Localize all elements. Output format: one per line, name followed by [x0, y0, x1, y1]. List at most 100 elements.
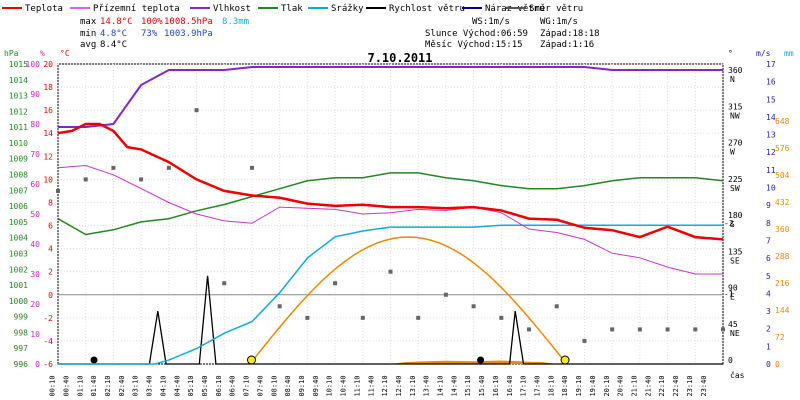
y-tick-mm: 360 — [775, 225, 790, 234]
y-tick-dir-deg: 180 — [728, 211, 743, 220]
unit-deg: ° — [728, 49, 733, 58]
info-block: WS:1m/s WG:1m/s Slunce Východ:06:59 Zápa… — [425, 17, 600, 50]
y-tick-mm: 0 — [775, 360, 780, 369]
y-tick-temp: 10 — [43, 175, 53, 184]
y-tick-hpa: 1000 — [9, 297, 28, 306]
y-tick-dir-name: E — [730, 293, 735, 302]
y-tick-pct: 50 — [30, 210, 40, 219]
y-tick-dir-deg: 45 — [728, 320, 738, 329]
info-sun-rise: Slunce Východ:06:59 — [425, 29, 528, 39]
axes-layer: 20181614121086420-2-4-610090807060504030… — [4, 49, 794, 397]
stat-max-hum: 100% — [141, 17, 163, 27]
wind-dir-point — [388, 269, 393, 274]
y-tick-temp: 4 — [48, 245, 53, 254]
y-tick-hpa: 996 — [14, 360, 29, 369]
unit-time: čas — [730, 370, 745, 380]
sun-curve — [250, 236, 566, 363]
info-moon-rise: Měsíc Východ:15:15 — [425, 40, 523, 50]
y-tick-ms: 7 — [766, 236, 771, 245]
x-tick: 05:40 — [201, 375, 209, 396]
legend-tlak: Tlak — [281, 4, 303, 14]
y-tick-temp: -2 — [43, 314, 53, 323]
y-tick-ms: 1 — [766, 342, 771, 351]
y-tick-hpa: 1002 — [9, 265, 28, 274]
y-tick-temp: 12 — [43, 152, 53, 161]
wind-dir-point — [139, 177, 144, 182]
y-tick-pct: 60 — [30, 180, 40, 189]
legend-teplota: Teplota — [25, 4, 63, 14]
stat-min-label: min — [80, 29, 96, 39]
y-tick-hpa: 997 — [14, 344, 29, 353]
x-tick: 09:10 — [298, 375, 306, 396]
y-tick-temp: -6 — [43, 360, 53, 369]
x-tick: 02:10 — [104, 375, 112, 396]
x-tick: 00:40 — [62, 375, 70, 396]
y-tick-pct: 80 — [30, 120, 40, 129]
x-tick: 19:40 — [589, 375, 597, 396]
legend-smer-vetru: Směr větru — [529, 4, 583, 14]
x-tick: 01:10 — [76, 375, 84, 396]
y-tick-hpa: 1005 — [9, 218, 28, 227]
y-tick-pct: 20 — [30, 300, 40, 309]
y-tick-pct: 0 — [35, 360, 40, 369]
y-tick-hpa: 1015 — [9, 60, 28, 69]
radiation-area — [390, 360, 557, 364]
x-tick: 20:40 — [617, 375, 625, 396]
y-tick-temp: 20 — [43, 60, 53, 69]
ms-mark-1: -1 — [724, 289, 734, 298]
wind-dir-point — [249, 165, 254, 170]
y-tick-dir-deg: 225 — [728, 175, 743, 184]
y-tick-ms: 8 — [766, 219, 771, 228]
y-tick-temp: 8 — [48, 198, 53, 207]
x-tick: 17:40 — [534, 375, 542, 396]
x-tick: 23:40 — [700, 375, 708, 396]
y-tick-ms: 9 — [766, 201, 771, 210]
wind-gust-line — [58, 275, 723, 365]
wind-dir-point — [416, 315, 421, 320]
sunrise-marker — [246, 355, 256, 365]
y-tick-mm: 648 — [775, 117, 790, 126]
x-tick: 23:10 — [686, 375, 694, 396]
info-sun-set: Západ:18:18 — [540, 29, 600, 39]
wind-dir-point — [721, 327, 725, 332]
x-tick: 16:10 — [492, 375, 500, 396]
y-tick-ms: 11 — [766, 166, 776, 175]
y-tick-ms: 5 — [766, 272, 771, 281]
stat-max-label: max — [80, 17, 97, 27]
info-ws: WS:1m/s — [472, 17, 510, 27]
wind-dir-point — [166, 165, 171, 170]
sunset-marker — [560, 355, 570, 365]
legend-rychlost-vetru: Rychlost větru — [389, 4, 465, 14]
x-tick: 06:10 — [215, 375, 223, 396]
legend-srazky: Srážky — [331, 4, 364, 14]
y-tick-ms: 6 — [766, 254, 771, 263]
x-tick: 12:40 — [395, 375, 403, 396]
wind-dir-point — [527, 327, 532, 332]
stat-max-rain: 8.3mm — [222, 17, 249, 27]
y-tick-hpa: 1006 — [9, 202, 28, 211]
wind-dir-point — [360, 315, 365, 320]
wind-dir-point — [443, 292, 448, 297]
y-tick-hpa: 1014 — [9, 76, 28, 85]
y-tick-ms: 15 — [766, 95, 776, 104]
y-tick-mm: 216 — [775, 279, 790, 288]
x-tick: 01:40 — [90, 375, 98, 396]
ms-mark-2: -2 — [724, 219, 734, 228]
x-tick: 04:40 — [173, 375, 181, 396]
y-tick-temp: 14 — [43, 129, 53, 138]
y-tick-ms: 14 — [766, 113, 776, 122]
wind-dir-point — [277, 304, 282, 309]
ground-temp-line — [57, 164, 723, 275]
y-tick-temp: 0 — [48, 291, 53, 300]
y-tick-hpa: 1004 — [9, 234, 28, 243]
x-tick: 00:10 — [49, 375, 57, 396]
x-tick: 22:10 — [658, 375, 666, 396]
moonrise-marker — [477, 356, 485, 364]
x-tick: 16:40 — [506, 375, 514, 396]
y-tick-hpa: 1012 — [9, 107, 28, 116]
x-tick: 13:10 — [409, 375, 417, 396]
temperature-line — [57, 122, 724, 241]
y-tick-dir-deg: 270 — [728, 139, 743, 148]
x-tick: 18:10 — [547, 375, 555, 396]
